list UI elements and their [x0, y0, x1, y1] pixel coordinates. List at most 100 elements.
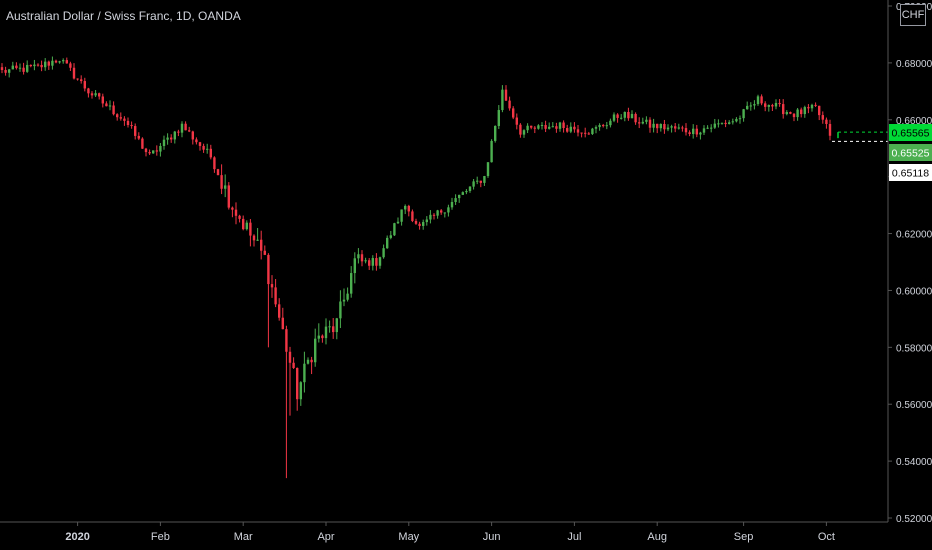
- candle-body: [252, 235, 256, 241]
- candle-body: [404, 205, 407, 210]
- candle-body: [249, 222, 252, 236]
- candle-body: [267, 254, 270, 285]
- candle-body: [224, 185, 227, 189]
- candle-body: [738, 118, 742, 120]
- candle-body: [483, 176, 486, 183]
- candle-body: [771, 105, 774, 107]
- candle-body: [576, 129, 580, 133]
- candle-body: [670, 126, 673, 128]
- candle-body: [371, 258, 374, 266]
- x-tick-label: 2020: [65, 531, 89, 543]
- candle-body: [591, 128, 594, 135]
- price-label-box: [889, 124, 932, 141]
- candle-body: [368, 260, 371, 266]
- candle-body: [159, 146, 162, 152]
- price-label-text: 0.65118: [892, 168, 929, 180]
- candle-body: [641, 121, 644, 124]
- candle-body: [360, 254, 364, 262]
- candle-body: [177, 131, 180, 133]
- candle-body: [332, 326, 335, 333]
- candle-body: [321, 335, 324, 339]
- candle-body: [382, 248, 385, 258]
- candle-body: [544, 125, 547, 129]
- candle-body: [522, 130, 526, 135]
- candle-body: [638, 122, 641, 124]
- x-tick-label: Jun: [483, 531, 501, 543]
- candle-body: [306, 359, 310, 364]
- candle-body: [749, 105, 752, 107]
- candle-body: [789, 112, 792, 114]
- candle-body: [116, 114, 119, 118]
- candle-body: [130, 125, 133, 127]
- price-label-text: 0.65525: [892, 148, 930, 160]
- candle-body: [303, 363, 306, 383]
- x-tick-label: Mar: [234, 531, 253, 543]
- candle-body: [44, 61, 47, 68]
- candle-body: [810, 104, 814, 109]
- candle-body: [468, 186, 472, 191]
- currency-badge[interactable]: CHF: [900, 4, 926, 26]
- y-tick-label: 0.68000: [896, 59, 932, 70]
- x-axis[interactable]: 2020 Feb Mar Apr May Jun Jul Aug Sep Oct: [65, 522, 835, 543]
- chart-title: Australian Dollar / Swiss Franc, 1D, OAN…: [6, 9, 241, 23]
- candle-body: [231, 207, 234, 210]
- candle-body: [126, 120, 130, 126]
- candle-body: [785, 112, 788, 115]
- candle-body: [213, 157, 216, 170]
- candle-body: [569, 126, 572, 132]
- candle-body: [202, 145, 205, 150]
- candle-body: [418, 223, 421, 226]
- candle-body: [29, 64, 32, 67]
- candle-body: [440, 210, 443, 213]
- candle-body: [18, 67, 22, 69]
- candle-body: [281, 317, 284, 330]
- candle-body: [767, 105, 770, 107]
- candle-body: [15, 65, 18, 69]
- candle-body: [375, 258, 378, 266]
- candle-body: [216, 169, 220, 176]
- candle-body: [659, 123, 662, 129]
- candle-body: [501, 89, 504, 111]
- candle-body: [526, 125, 529, 131]
- y-tick-label: 0.58000: [896, 343, 932, 354]
- candle-body: [285, 329, 288, 352]
- candle-body: [292, 362, 295, 368]
- y-tick-label: 0.60000: [896, 286, 932, 297]
- price-labels: 0.65565 0.65525 0.65118: [889, 124, 932, 181]
- candle-body: [220, 175, 223, 189]
- candle-body: [764, 103, 767, 107]
- candle-body: [713, 123, 716, 128]
- candle-body: [40, 64, 43, 68]
- candle-body: [436, 210, 439, 216]
- candle-body: [558, 122, 562, 129]
- candle-body: [429, 214, 432, 220]
- candle-body: [339, 301, 342, 319]
- candle-body: [11, 65, 14, 70]
- candle-body: [152, 150, 155, 154]
- candle-body: [695, 128, 698, 135]
- candle-body: [69, 63, 72, 68]
- candle-body: [328, 326, 331, 328]
- candle-body: [324, 326, 328, 339]
- candle-body: [472, 181, 475, 187]
- candle-body: [422, 222, 425, 226]
- candle-body: [137, 135, 140, 139]
- candle-body: [119, 117, 122, 119]
- candle-body: [335, 318, 338, 333]
- candle-body: [807, 107, 810, 109]
- candle-body: [792, 113, 796, 118]
- candle-body: [47, 61, 50, 66]
- candle-body: [677, 127, 680, 129]
- candle-body: [447, 207, 450, 213]
- candle-body: [256, 239, 259, 241]
- candle-body: [512, 108, 515, 118]
- x-tick-label: May: [398, 531, 419, 543]
- candle-body: [756, 96, 760, 105]
- candle-body: [476, 180, 479, 182]
- candle-body: [479, 180, 482, 183]
- candle-body: [72, 67, 76, 79]
- y-tick-label: 0.52000: [896, 514, 932, 525]
- candle-body: [90, 93, 94, 96]
- candle-body: [724, 122, 727, 125]
